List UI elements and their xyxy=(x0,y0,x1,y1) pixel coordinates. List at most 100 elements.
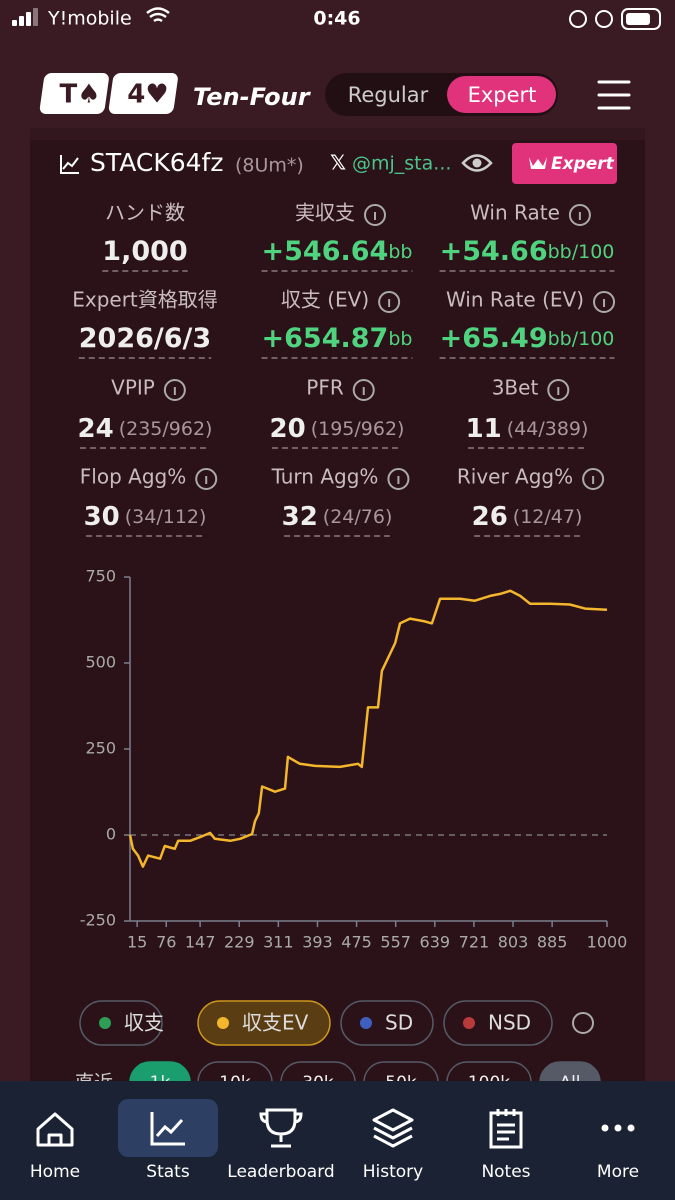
nav-label[interactable]: More xyxy=(597,1162,639,1182)
watch-icon[interactable] xyxy=(461,154,493,172)
lock-icon xyxy=(569,10,587,28)
stat-label: 実収支 xyxy=(295,201,355,225)
stat-value: 32 (24/76) xyxy=(282,502,393,532)
chart-icon xyxy=(60,155,79,174)
stat-unit: bb xyxy=(388,328,412,350)
y-tick-label: 0 xyxy=(106,825,116,844)
stat-value: +54.66bb/100 xyxy=(440,236,615,267)
nav-label[interactable]: Home xyxy=(30,1162,80,1182)
stat-number: 20 xyxy=(270,414,306,444)
stat-unit: bb/100 xyxy=(548,328,615,350)
battery xyxy=(621,8,661,30)
nav-label[interactable]: Notes xyxy=(481,1162,530,1182)
carrier: Y!mobile xyxy=(47,8,132,30)
nav-label[interactable]: Leaderboard xyxy=(227,1162,334,1182)
stat-detail: (195/962) xyxy=(311,418,405,440)
info-icon[interactable] xyxy=(582,468,605,490)
stat-number: 26 xyxy=(472,502,508,532)
brand: Ten-Four xyxy=(193,83,312,111)
badge-text: Expert xyxy=(551,154,615,174)
logo-text: 4♥ xyxy=(127,80,168,110)
info-icon[interactable] xyxy=(378,291,401,313)
status-bar xyxy=(0,0,675,38)
stat-value: 2026/6/3 xyxy=(79,323,211,354)
stat-label: Win Rate (EV) xyxy=(446,288,584,312)
toggle-dot xyxy=(360,1017,372,1029)
nav-label[interactable]: Stats xyxy=(146,1162,190,1182)
toggle-chip[interactable] xyxy=(443,1000,553,1046)
twitter-handle[interactable]: @mj_sta... xyxy=(352,153,451,175)
toggle-chip[interactable] xyxy=(340,1000,434,1046)
stat-value: +654.87bb xyxy=(262,323,413,354)
y-tick-label: 250 xyxy=(85,739,116,758)
stat-number: 24 xyxy=(78,414,114,444)
logo-card xyxy=(39,73,109,114)
mode-option[interactable]: Expert xyxy=(468,83,537,107)
info-icon[interactable] xyxy=(195,468,218,490)
leaderboard-icon xyxy=(259,1108,303,1148)
x-tick-label: 15 xyxy=(127,933,147,952)
x-tick-label: 557 xyxy=(380,933,411,952)
toggle-dot xyxy=(217,1017,229,1029)
mode-option[interactable]: Regular xyxy=(348,83,429,107)
stat-number: 2026/6/3 xyxy=(79,323,211,354)
toggle-chip[interactable] xyxy=(197,1000,331,1046)
stat-value: 26 (12/47) xyxy=(472,502,583,532)
logo-text: T♠ xyxy=(59,80,100,110)
toggle-chip[interactable] xyxy=(79,1000,163,1046)
stats-card xyxy=(30,128,645,1108)
stat-value: 1,000 xyxy=(102,236,187,267)
stat-value: 24 (235/962) xyxy=(78,414,213,444)
toggle-label[interactable]: NSD xyxy=(488,1011,531,1035)
chart: -250 0 250 500 750 15 76 147 229 311 393 475 557 639 7… xyxy=(80,567,628,952)
info-icon[interactable] xyxy=(364,204,386,226)
clock: 0:46 xyxy=(313,8,360,30)
info-icon[interactable] xyxy=(387,468,410,490)
stat-number: 32 xyxy=(282,502,318,532)
player-name: STACK64fz xyxy=(90,148,223,177)
x-logo: 𝕏 xyxy=(330,151,346,175)
alarm-icon xyxy=(595,10,613,28)
x-tick-label: 803 xyxy=(498,933,529,952)
card-shadow xyxy=(30,122,645,140)
toggle-label[interactable]: 収支EV xyxy=(242,1011,309,1035)
info-icon[interactable] xyxy=(163,379,186,401)
stat-unit: bb xyxy=(388,241,412,263)
y-tick-label: 750 xyxy=(85,567,116,586)
stat-number: +65.49 xyxy=(440,323,548,354)
expert-badge xyxy=(512,143,617,184)
battery-level xyxy=(626,13,650,25)
stat-number: +546.64 xyxy=(262,236,389,267)
toggle-label[interactable]: 収支 xyxy=(124,1011,164,1035)
stat-value: 30 (34/112) xyxy=(84,502,207,532)
stat-value: 11 (44/389) xyxy=(466,414,589,444)
nav-label[interactable]: History xyxy=(363,1162,423,1182)
stat-label: Expert資格取得 xyxy=(72,288,218,312)
logo-card xyxy=(108,73,178,114)
stat-label: Flop Agg% xyxy=(80,465,186,489)
info-icon[interactable] xyxy=(352,379,375,401)
x-tick-label: 311 xyxy=(263,933,294,952)
info-icon[interactable] xyxy=(572,1012,594,1034)
mode-active xyxy=(447,76,556,113)
y-tick-label: -250 xyxy=(80,911,116,930)
more-icon xyxy=(601,1124,635,1132)
x-tick-label: 1000 xyxy=(587,933,628,952)
info-icon[interactable] xyxy=(593,291,616,313)
stat-number: 11 xyxy=(466,414,502,444)
stat-value: +65.49bb/100 xyxy=(440,323,615,354)
stat-unit: bb/100 xyxy=(548,241,615,263)
menu-button[interactable] xyxy=(597,80,631,110)
stat-label: PFR xyxy=(306,376,344,400)
stat-label: River Agg% xyxy=(457,465,573,489)
notes-icon xyxy=(489,1109,523,1149)
info-icon[interactable] xyxy=(568,204,591,226)
stat-number: +654.87 xyxy=(262,323,389,354)
toggle-label[interactable]: SD xyxy=(385,1011,413,1035)
info-icon[interactable] xyxy=(547,379,570,401)
stat-number: 1,000 xyxy=(102,236,187,267)
stat-detail: (235/962) xyxy=(119,418,213,440)
